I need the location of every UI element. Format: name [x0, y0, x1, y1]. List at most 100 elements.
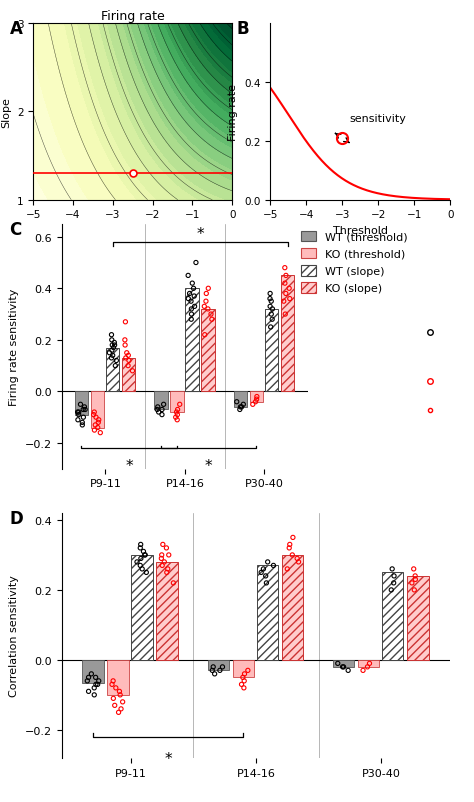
Point [282, 308, 289, 321]
Point [108, 678, 116, 691]
Bar [265, 310, 278, 392]
Point [390, 569, 398, 582]
Point [111, 699, 118, 712]
Point [109, 692, 117, 705]
Point [240, 682, 248, 695]
Point [282, 269, 290, 282]
Point [160, 399, 167, 411]
Point [201, 329, 209, 342]
Point [140, 545, 147, 558]
Point [289, 549, 296, 561]
Point [74, 406, 82, 419]
Bar [407, 576, 428, 660]
Point [260, 563, 267, 576]
Bar [233, 660, 254, 678]
Bar [281, 276, 294, 392]
Point [110, 337, 118, 350]
Point [334, 657, 342, 670]
Point [91, 689, 98, 702]
Point [106, 347, 113, 360]
Point [210, 661, 217, 674]
Bar [358, 660, 380, 667]
Point [339, 661, 346, 674]
Point [257, 566, 265, 579]
Point [165, 549, 173, 561]
Bar [257, 565, 278, 660]
Point [79, 416, 86, 429]
Text: A: A [9, 20, 22, 38]
Point [204, 303, 212, 316]
Point [266, 288, 274, 301]
Bar [208, 660, 229, 670]
Point [163, 542, 170, 555]
X-axis label: Threshold: Threshold [333, 225, 388, 236]
Point [408, 577, 416, 589]
Point [125, 354, 133, 367]
Point [173, 406, 180, 419]
Point [286, 293, 293, 306]
Point [267, 321, 274, 334]
Point [387, 584, 395, 597]
Point [286, 538, 293, 551]
Point [268, 314, 276, 326]
Point [91, 419, 99, 431]
Point [186, 288, 193, 301]
Point [111, 360, 119, 373]
Text: C: C [9, 221, 22, 238]
Bar [185, 289, 199, 392]
Point [190, 282, 197, 295]
Point [240, 674, 248, 687]
Point [133, 556, 141, 569]
Point [188, 303, 195, 316]
Point [411, 573, 419, 586]
Point [364, 661, 371, 674]
Y-axis label: Firing rate sensitivity: Firing rate sensitivity [9, 288, 19, 406]
Text: *: * [126, 459, 133, 474]
Point [94, 422, 101, 435]
Point [237, 401, 244, 414]
Point [164, 563, 172, 576]
Point [137, 538, 145, 551]
Point [91, 424, 98, 437]
Point [88, 667, 95, 680]
Point [143, 566, 150, 579]
Point [281, 277, 289, 290]
Bar [154, 392, 168, 410]
Point [219, 661, 226, 674]
Point [109, 350, 117, 363]
Bar [122, 358, 135, 392]
Point [192, 257, 200, 269]
Point [83, 674, 91, 687]
Point [95, 414, 102, 427]
Bar [91, 392, 104, 428]
Point [154, 403, 161, 416]
Point [191, 290, 198, 303]
Point [211, 667, 219, 680]
Point [233, 396, 240, 409]
Point [285, 282, 293, 295]
Y-axis label: Slope: Slope [1, 97, 11, 128]
Bar [201, 310, 215, 392]
Point [344, 664, 352, 677]
Point [216, 664, 224, 677]
Point [262, 569, 270, 582]
Point [170, 577, 177, 589]
Point [91, 406, 98, 419]
Point [97, 427, 104, 439]
Point [79, 403, 87, 416]
Point [238, 678, 246, 691]
Title: Firing rate: Firing rate [101, 10, 164, 23]
Point [95, 674, 102, 687]
Point [253, 393, 260, 406]
Point [121, 334, 128, 346]
Point [122, 352, 129, 365]
Point [289, 531, 297, 544]
Point [158, 403, 166, 416]
Point [137, 559, 144, 572]
Point [80, 411, 87, 424]
Point [158, 559, 166, 572]
Point [74, 414, 82, 427]
Point [270, 559, 277, 572]
Point [266, 301, 274, 314]
Point [340, 661, 347, 674]
